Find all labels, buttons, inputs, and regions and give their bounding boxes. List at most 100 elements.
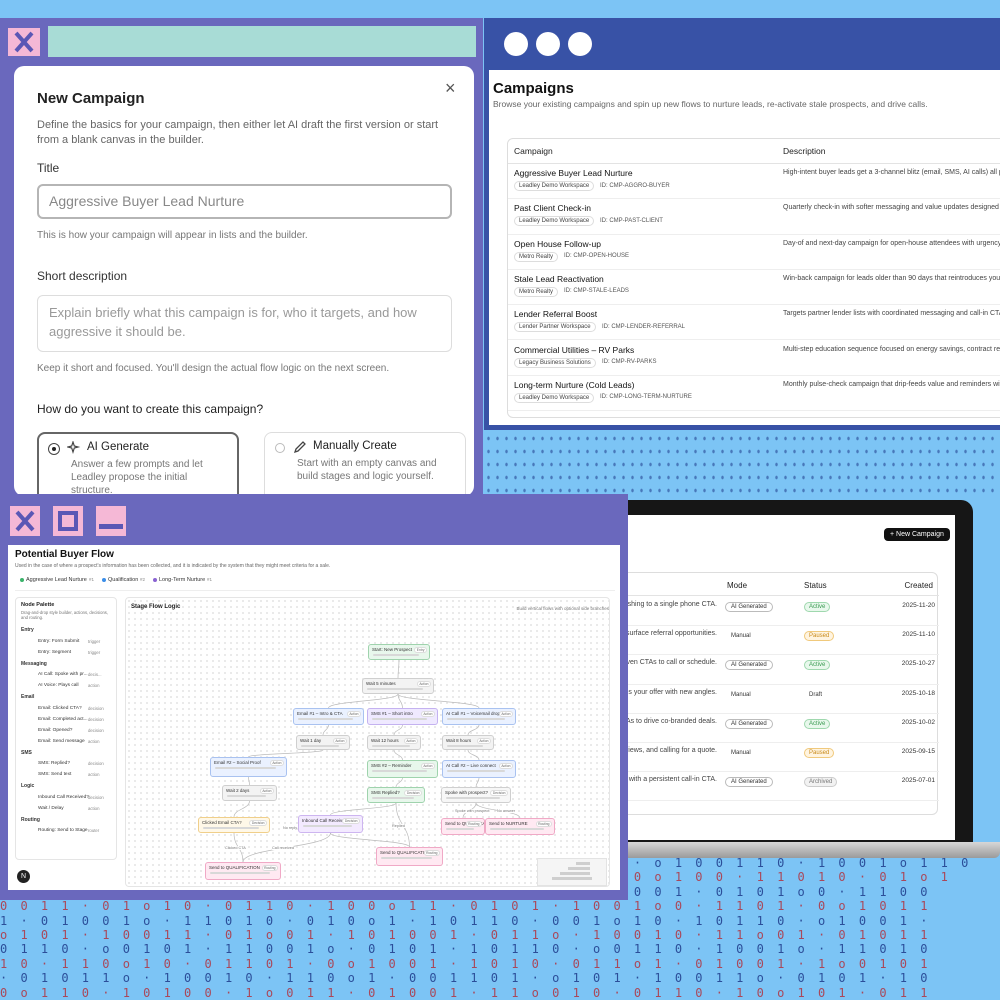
campaign-description: Quarterly check-in with softer messaging… bbox=[783, 204, 1000, 212]
radio bbox=[275, 443, 285, 453]
description-clip: Quarterly check-in with softer messaging… bbox=[628, 626, 717, 655]
minimap-block bbox=[552, 877, 592, 880]
table-row[interactable]: Stale Lead Reactivation Metro Realty ID: C… bbox=[508, 270, 1000, 306]
campaign-name: Stale Lead Reactivation bbox=[514, 273, 604, 284]
flow-node[interactable]: SMS Replied? Decision bbox=[367, 787, 425, 803]
tab-name[interactable]: Long-Term Nurture bbox=[159, 576, 206, 583]
description-clip: Win-back campaign for leads older than 9… bbox=[628, 685, 717, 714]
table-row[interactable]: Quarterly check-in with softer messaging… bbox=[628, 626, 939, 656]
palette-item[interactable]: Email: Send message bbox=[38, 738, 85, 744]
campaign-description: Multi-step education sequence focused on… bbox=[783, 345, 1000, 353]
table-row[interactable]: Commercial Utilities – RV Parks Legacy Bu… bbox=[508, 341, 1000, 376]
close-button[interactable]: × bbox=[445, 78, 456, 98]
table-row[interactable]: Targets partner lender lists with coordi… bbox=[628, 714, 939, 743]
created-date: 2025-10-02 bbox=[901, 718, 935, 726]
palette-item[interactable]: Email: Clicked CTA? bbox=[38, 705, 82, 711]
flow-node[interactable]: Inbound Call Received? Decision bbox=[298, 815, 363, 833]
node-tag: Action bbox=[476, 738, 491, 744]
dot-pattern bbox=[484, 432, 1000, 500]
option-description: Answer a few prompts and let Leadley pro… bbox=[71, 459, 203, 496]
node-tag: Action bbox=[269, 760, 284, 766]
description-clip: Monthly pulse-check campaign that drip-f… bbox=[628, 772, 717, 801]
table-row[interactable]: Past Client Check-in Leadley Demo Workspa… bbox=[508, 199, 1000, 235]
campaign-name: Long-term Nurture (Cold Leads) bbox=[514, 379, 635, 390]
flow-node[interactable]: Wait 2 days Action bbox=[222, 785, 277, 801]
campaign-description: Monthly pulse-check campaign that drip-f… bbox=[628, 776, 717, 784]
node-detail bbox=[210, 872, 270, 874]
palette-item[interactable]: AI Call: Spoke with pr... bbox=[38, 672, 88, 677]
window-dot bbox=[536, 32, 560, 56]
palette-subtitle: Drag-and-drop style builder, actions, de… bbox=[21, 610, 109, 620]
flow-node[interactable]: Send to NURTURE Routing bbox=[485, 818, 555, 835]
title-input[interactable]: Aggressive Buyer Lead Nurture bbox=[37, 184, 452, 219]
help-text: Keep it short and focused. You'll design… bbox=[37, 363, 390, 374]
campaign-description: Win-back campaign for leads older than 9… bbox=[783, 274, 1000, 282]
table-row[interactable]: Multi-step education sequence focused on… bbox=[628, 743, 939, 773]
table-row[interactable]: Monthly pulse-check campaign that drip-f… bbox=[628, 772, 939, 802]
mode-badge: AI Generated bbox=[725, 718, 773, 729]
palette-item[interactable]: SMS: Replied? bbox=[38, 761, 70, 766]
flow-node[interactable]: Clicked Email CTA? Decision bbox=[198, 817, 270, 833]
campaign-description: High-intent buyer leads get a 3-channel … bbox=[783, 169, 1000, 176]
table-row[interactable]: Day-of and next-day campaign for open-ho… bbox=[628, 655, 939, 685]
header-rule bbox=[628, 595, 939, 596]
flow-node[interactable]: Wait 5 minutes Action bbox=[362, 678, 434, 694]
palette-item[interactable]: Email: Completed act... bbox=[38, 716, 88, 722]
flow-node[interactable]: Start: New Prospect Entry bbox=[368, 644, 430, 660]
palette-item[interactable]: Wait / Delay bbox=[38, 805, 64, 811]
node-label: Send to QUALIFICATION bbox=[209, 865, 260, 870]
node-label: Send to QUALIFICATION bbox=[380, 850, 431, 855]
palette-item[interactable]: Routing: Send to Stage bbox=[38, 828, 88, 833]
flow-node[interactable]: SMS #2 – Reminder Action bbox=[367, 760, 438, 778]
table-row[interactable]: Lender Referral Boost Lender Partner Work… bbox=[508, 305, 1000, 341]
input-placeholder: Explain briefly what this campaign is fo… bbox=[49, 305, 417, 339]
node-tag: Action bbox=[332, 738, 347, 744]
mode-badge: AI Generated bbox=[725, 660, 773, 671]
tab-name[interactable]: Aggressive Lead Nurture bbox=[26, 576, 87, 583]
palette-item[interactable]: SMS: Send text bbox=[38, 772, 72, 777]
flow-node[interactable]: AI Call #2 – Live connect Action bbox=[442, 760, 516, 778]
palette-item[interactable]: Entry: Segment bbox=[38, 649, 72, 655]
flow-node[interactable]: AI Call #1 – Voicemail drop Action bbox=[442, 708, 516, 725]
minimize-icon bbox=[96, 506, 126, 536]
modal-title: New Campaign bbox=[37, 90, 145, 107]
palette-kind: decision bbox=[88, 716, 104, 722]
window-dot bbox=[504, 32, 528, 56]
description-input[interactable]: Explain briefly what this campaign is fo… bbox=[37, 295, 452, 352]
node-detail bbox=[301, 745, 339, 747]
palette-item[interactable]: Inbound Call Received? bbox=[38, 794, 89, 800]
flow-node[interactable]: Wait 8 hours Action bbox=[442, 735, 494, 750]
mode-option[interactable]: AI Generate Answer a few prompts and let … bbox=[37, 432, 239, 496]
flow-node[interactable]: Wait 12 hours Action bbox=[367, 735, 421, 750]
flow-node[interactable]: Wait 1 day Action bbox=[296, 735, 350, 750]
column-header: Description bbox=[783, 146, 826, 156]
page-title: Campaigns bbox=[493, 80, 574, 97]
campaign-description: Win-back campaign for leads older than 9… bbox=[628, 688, 717, 696]
node-detail bbox=[372, 718, 427, 720]
palette-item[interactable]: AI Voice: Plays call bbox=[38, 683, 79, 688]
node-detail bbox=[372, 797, 414, 799]
table-row[interactable]: Open House Follow-up Metro Realty ID: CMP-… bbox=[508, 235, 1000, 270]
table-row[interactable]: High-intent buyer leads get a 3-channel … bbox=[628, 597, 939, 627]
tab-name[interactable]: Qualification bbox=[108, 576, 139, 583]
table-row[interactable]: Win-back campaign for leads older than 9… bbox=[628, 685, 939, 714]
node-tag: Routing bbox=[535, 821, 552, 827]
edge bbox=[475, 777, 480, 788]
table-row[interactable]: Long-term Nurture (Cold Leads) Leadley De… bbox=[508, 376, 1000, 412]
flow-node[interactable]: Email #2 – Social Proof Action bbox=[210, 757, 287, 777]
palette-item[interactable]: Email: Opened? bbox=[38, 727, 73, 733]
mode-option[interactable]: Manually Create Start with an empty canva… bbox=[264, 432, 466, 496]
description-clip: Targets partner lender lists with coordi… bbox=[628, 714, 717, 743]
flow-node[interactable]: Spoke with prospect? Decision bbox=[441, 787, 511, 803]
palette-item[interactable]: Entry: Form Submit bbox=[38, 638, 80, 644]
table-row[interactable]: Aggressive Buyer Lead Nurture Leadley Dem… bbox=[508, 164, 1000, 200]
new-campaign-button[interactable]: + New Campaign bbox=[884, 528, 950, 541]
minimap-block bbox=[568, 867, 590, 870]
laptop-screen: + New Campaign Mode Status Created High-inte… bbox=[628, 515, 955, 840]
flow-node[interactable]: SMS #1 – Short intro Action bbox=[367, 708, 438, 725]
flow-node[interactable]: Email #1 – Intro & CTA Action bbox=[293, 708, 364, 725]
campaign-description: Multi-step education sequence focused on… bbox=[628, 747, 717, 754]
